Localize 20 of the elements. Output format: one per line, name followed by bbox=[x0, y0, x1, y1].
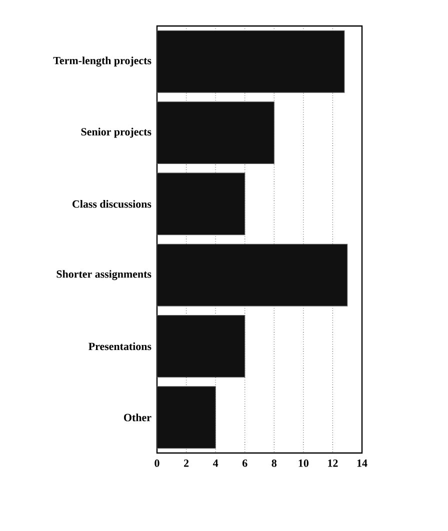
bar bbox=[157, 244, 348, 306]
x-tick-label: 0 bbox=[154, 460, 160, 467]
y-tick-label: Term-length projects bbox=[53, 56, 152, 67]
y-tick-label: Class discussions bbox=[72, 200, 152, 208]
y-tick-label: Presentations bbox=[88, 342, 152, 350]
x-tick-label: 6 bbox=[242, 460, 248, 467]
bar bbox=[157, 30, 345, 93]
y-tick-label: Other bbox=[124, 414, 152, 422]
x-tick-label: 8 bbox=[272, 460, 277, 467]
x-tick-label: 14 bbox=[357, 460, 368, 467]
bar bbox=[157, 386, 216, 449]
bar bbox=[157, 101, 274, 164]
x-tick-label: 4 bbox=[212, 460, 218, 467]
bar bbox=[157, 314, 246, 378]
y-tick-label: Senior projects bbox=[81, 128, 152, 138]
x-tick-label: 10 bbox=[298, 460, 308, 467]
y-tick-label: Shorter assignments bbox=[56, 270, 152, 280]
x-tick-label: 2 bbox=[184, 460, 189, 467]
bar bbox=[157, 172, 246, 236]
x-tick-label: 12 bbox=[328, 460, 338, 467]
